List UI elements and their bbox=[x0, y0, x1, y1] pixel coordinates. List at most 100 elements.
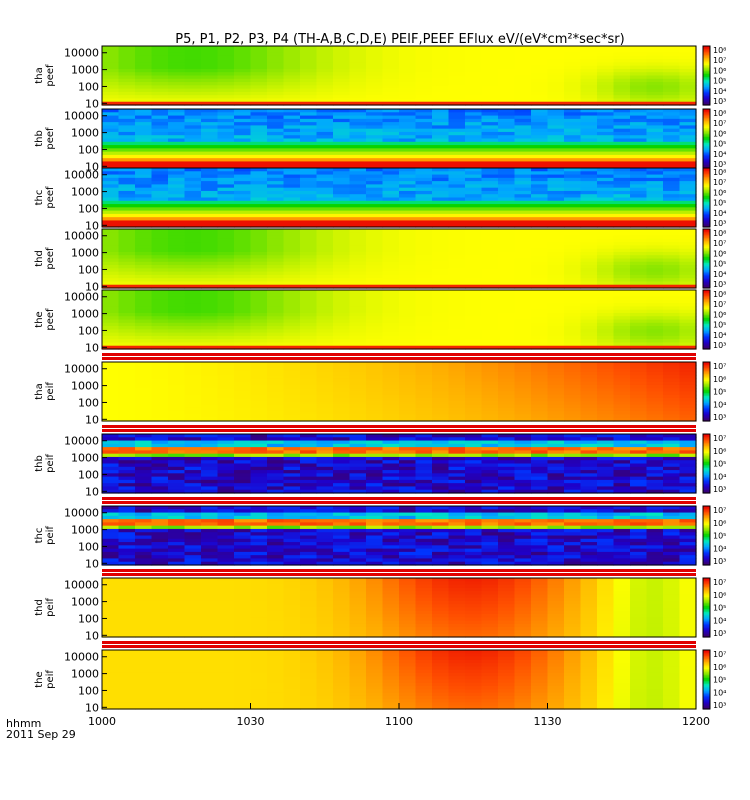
heatmap-cell bbox=[201, 181, 219, 185]
heatmap-cell bbox=[415, 187, 433, 192]
heatmap-cell bbox=[531, 335, 549, 340]
heatmap-cell bbox=[349, 335, 367, 340]
heatmap-cell bbox=[580, 453, 598, 458]
heatmap-cell bbox=[217, 268, 235, 273]
heatmap-cell bbox=[316, 229, 334, 233]
heatmap-cell bbox=[663, 65, 681, 70]
heatmap-cell bbox=[102, 125, 120, 130]
heatmap-cell bbox=[267, 371, 285, 376]
heatmap-cell bbox=[630, 335, 648, 340]
heatmap-cell bbox=[465, 194, 483, 199]
heatmap-cell bbox=[382, 381, 400, 386]
heatmap-cell bbox=[630, 255, 648, 260]
heatmap-cell bbox=[613, 339, 631, 344]
heatmap-cell bbox=[564, 447, 582, 451]
heatmap-cell bbox=[168, 265, 186, 269]
heatmap-cell bbox=[432, 194, 450, 199]
heatmap-cell bbox=[349, 306, 367, 311]
heatmap-cell bbox=[168, 232, 186, 237]
heatmap-cell bbox=[267, 417, 285, 422]
heatmap-cell bbox=[300, 339, 318, 344]
heatmap-cell bbox=[432, 329, 450, 334]
heatmap-cell bbox=[201, 91, 219, 96]
heatmap-cell bbox=[234, 91, 252, 96]
heatmap-cell bbox=[168, 65, 186, 70]
heatmap-cell bbox=[151, 174, 169, 179]
heatmap-cell bbox=[613, 375, 631, 379]
heatmap-cell bbox=[415, 339, 433, 344]
heatmap-cell bbox=[201, 414, 219, 419]
heatmap-cell bbox=[382, 299, 400, 304]
heatmap-cell bbox=[448, 483, 466, 488]
heatmap-cell bbox=[564, 46, 582, 50]
heatmap-cell bbox=[415, 229, 433, 233]
heatmap-cell bbox=[283, 220, 301, 225]
heatmap-cell bbox=[316, 52, 334, 57]
heatmap-cell bbox=[102, 72, 120, 77]
heatmap-cell bbox=[597, 158, 615, 163]
heatmap-cell bbox=[448, 161, 466, 166]
heatmap-cell bbox=[580, 171, 598, 176]
colorbar-swatch bbox=[703, 54, 710, 57]
heatmap-cell bbox=[663, 299, 681, 304]
heatmap-cell bbox=[547, 388, 565, 393]
heatmap-cell bbox=[135, 197, 153, 202]
colorbar-swatch bbox=[703, 125, 710, 128]
heatmap-cell bbox=[283, 326, 301, 330]
heatmap-cell bbox=[514, 95, 532, 100]
heatmap-cell bbox=[448, 312, 466, 317]
colorbar-swatch bbox=[703, 450, 710, 453]
heatmap-cell bbox=[234, 450, 252, 455]
heatmap-cell bbox=[217, 223, 235, 228]
heatmap-cell bbox=[580, 85, 598, 90]
heatmap-cell bbox=[366, 235, 384, 240]
heatmap-cell bbox=[366, 184, 384, 189]
heatmap-cell bbox=[432, 322, 450, 327]
heatmap-cell bbox=[498, 232, 516, 237]
heatmap-cell bbox=[531, 158, 549, 163]
heatmap-cell bbox=[465, 154, 483, 159]
y-tick-label: 100 bbox=[78, 143, 99, 156]
heatmap-cell bbox=[382, 151, 400, 156]
heatmap-cell bbox=[415, 281, 433, 286]
heatmap-cell bbox=[630, 49, 648, 54]
heatmap-cell bbox=[564, 453, 582, 458]
heatmap-cell bbox=[646, 88, 664, 93]
heatmap-cell bbox=[168, 470, 186, 474]
heatmap-cell bbox=[663, 49, 681, 54]
heatmap-cell bbox=[118, 483, 136, 488]
heatmap-cell bbox=[151, 72, 169, 77]
heatmap-cell bbox=[531, 65, 549, 70]
heatmap-cell bbox=[217, 177, 235, 182]
heatmap-cell bbox=[300, 161, 318, 166]
heatmap-cell bbox=[663, 378, 681, 383]
heatmap-cell bbox=[102, 55, 120, 60]
heatmap-cell bbox=[234, 261, 252, 266]
heatmap-cell bbox=[514, 290, 532, 294]
heatmap-cell bbox=[267, 49, 285, 54]
heatmap-cell bbox=[399, 345, 417, 350]
heatmap-cell bbox=[514, 450, 532, 455]
heatmap-cell bbox=[465, 450, 483, 455]
heatmap-cell bbox=[597, 473, 615, 478]
heatmap-cell bbox=[217, 339, 235, 344]
heatmap-cell bbox=[102, 473, 120, 478]
heatmap-cell bbox=[316, 55, 334, 60]
heatmap-cell bbox=[316, 443, 334, 448]
heatmap-cell bbox=[663, 101, 681, 106]
heatmap-cell bbox=[564, 154, 582, 159]
heatmap-cell bbox=[646, 365, 664, 370]
heatmap-cell bbox=[135, 515, 153, 520]
heatmap-cell bbox=[250, 95, 268, 100]
heatmap-cell bbox=[151, 52, 169, 57]
heatmap-cell bbox=[267, 220, 285, 225]
heatmap-cell bbox=[234, 171, 252, 176]
heatmap-cell bbox=[135, 258, 153, 263]
heatmap-cell bbox=[316, 391, 334, 396]
heatmap-cell bbox=[151, 329, 169, 334]
heatmap-cell bbox=[382, 450, 400, 455]
heatmap-cell bbox=[349, 381, 367, 386]
heatmap-cell bbox=[580, 197, 598, 202]
